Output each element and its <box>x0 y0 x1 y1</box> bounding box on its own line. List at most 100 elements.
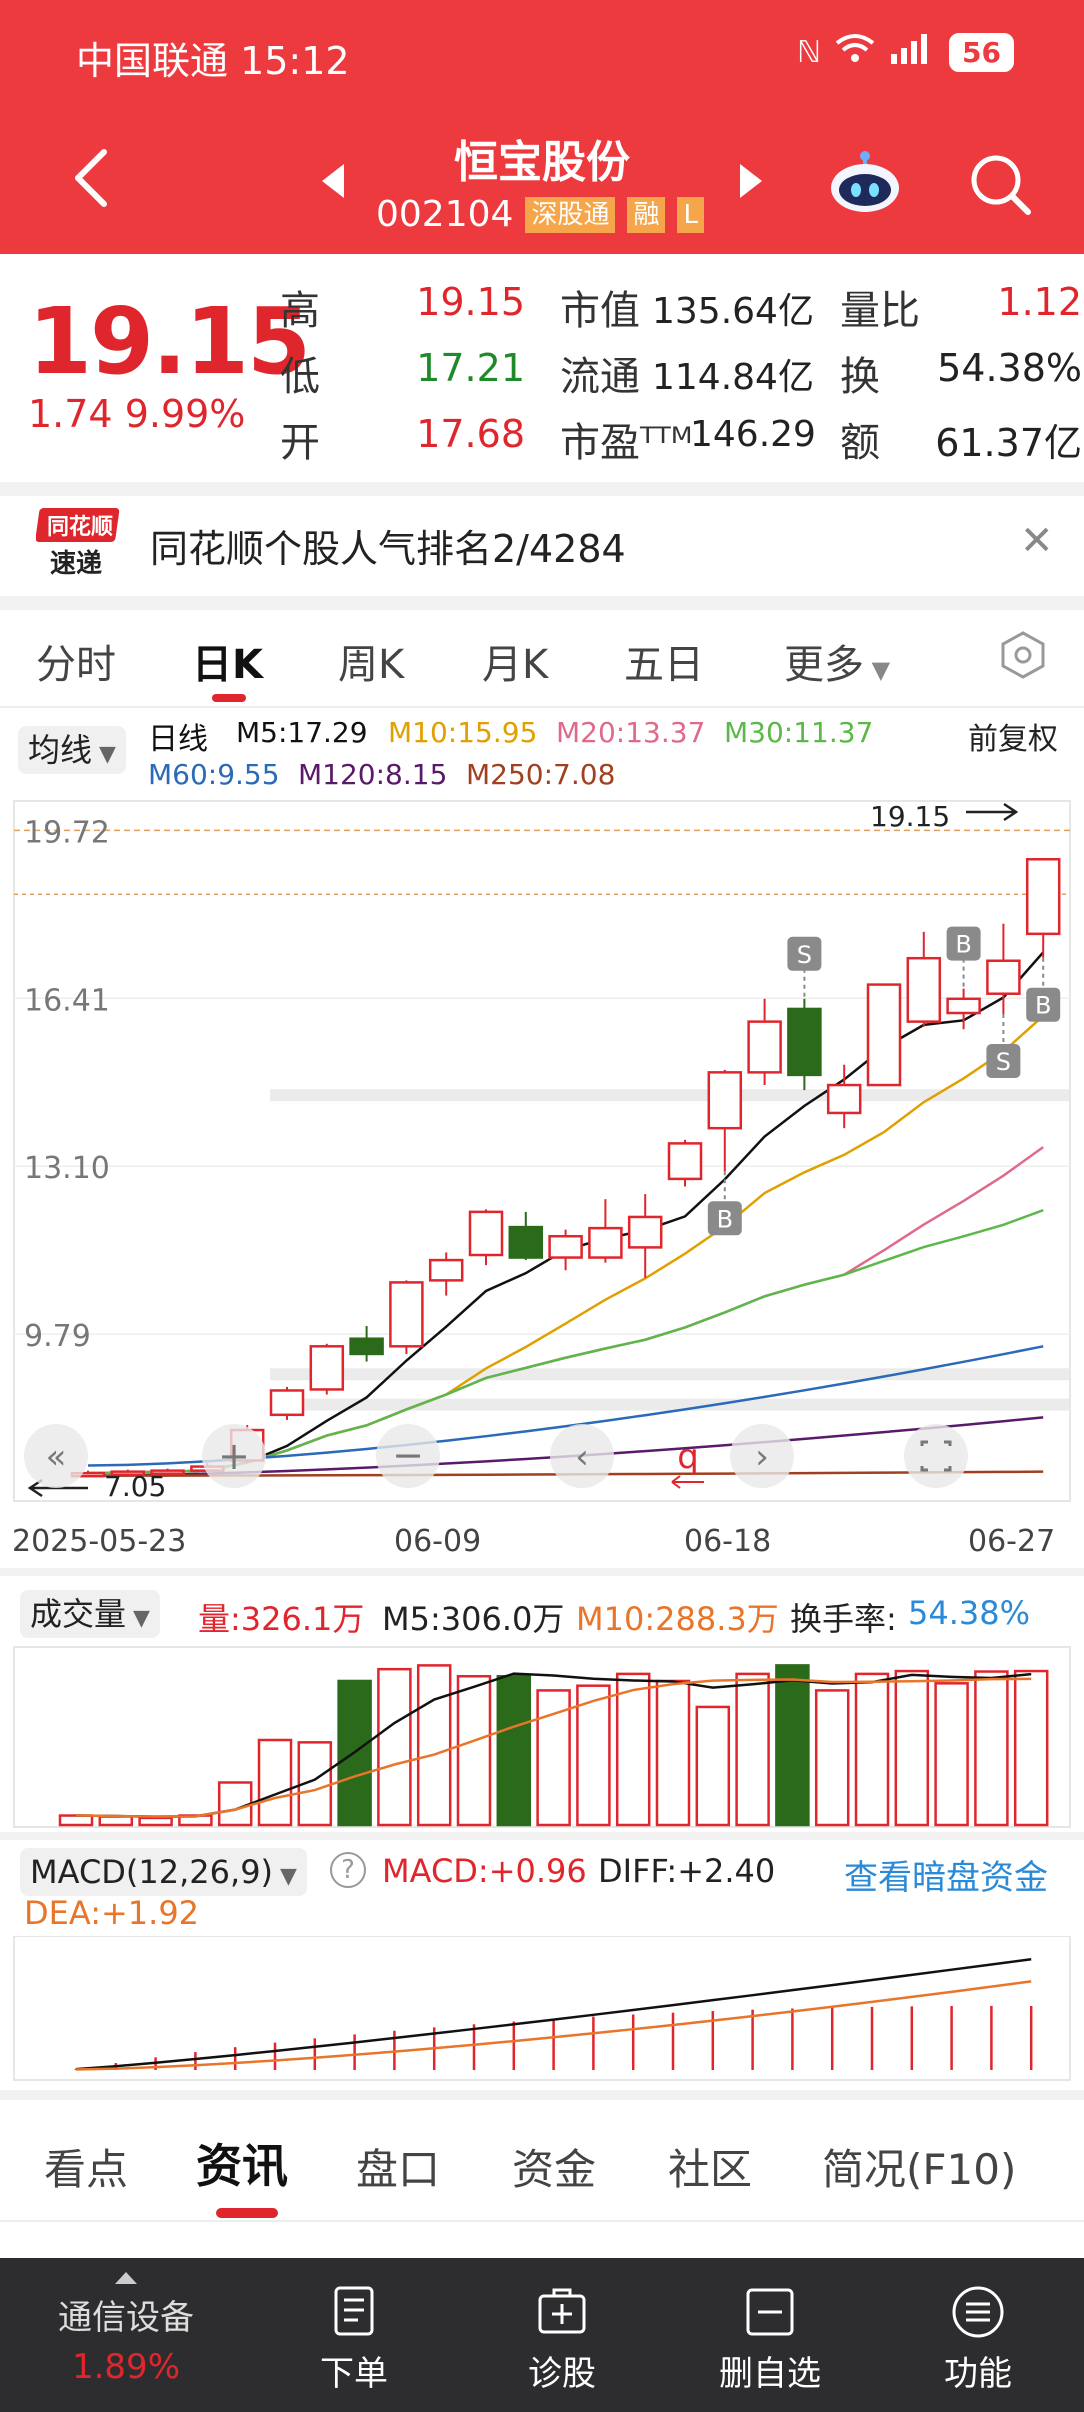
tag-hk-connect: 深股通 <box>525 196 616 233</box>
scroll-left-button[interactable]: ‹ <box>550 1424 614 1488</box>
ma-selector[interactable]: 均线 ▼ <box>18 726 126 774</box>
nav-diagnose[interactable]: 诊股 <box>482 2258 642 2395</box>
nav-remove-watchlist[interactable]: 删自选 <box>690 2258 850 2395</box>
quote-value-amount: 61.37亿 <box>935 421 1082 465</box>
bottom-navigation: 通信设备 1.89% 下单 诊股 删自选 功能 <box>0 2258 1084 2412</box>
query-button[interactable]: q <box>671 1437 704 1489</box>
scroll-right-button[interactable]: › <box>730 1424 794 1488</box>
quote-label-open: 开 <box>280 420 320 466</box>
candle-body <box>946 997 981 1015</box>
tab-daily-k[interactable]: 日K <box>192 642 263 688</box>
active-tab-indicator <box>216 2208 278 2218</box>
quote-label-pe: 市盈ᵀᵀᴹ <box>560 420 693 466</box>
divider <box>0 1568 1084 1576</box>
volume-chart <box>13 1646 1071 1828</box>
svg-text:›: › <box>755 1437 769 1477</box>
back-arrow-icon[interactable] <box>70 148 110 208</box>
fullscreen-icon[interactable] <box>904 1424 968 1488</box>
nav-label: 下单 <box>320 2354 388 2394</box>
divider <box>0 482 1084 496</box>
candle-body <box>747 1020 782 1074</box>
quote-label-amount: 额 <box>840 420 880 466</box>
quote-value-pe: 146.29 <box>690 414 816 455</box>
tab-monthly-k[interactable]: 月K <box>482 642 549 688</box>
robot-assistant-icon[interactable] <box>828 148 902 214</box>
trade-marker-label: B <box>955 931 971 959</box>
divider <box>0 2220 1084 2222</box>
arrow-left-icon <box>27 1478 88 1498</box>
divider <box>0 706 1084 708</box>
x-tick-label: 06-18 <box>684 1524 772 1559</box>
minus-square-icon <box>746 2288 794 2336</box>
dark-pool-link[interactable]: 查看暗盘资金 <box>844 1858 1048 1898</box>
svg-text:−: − <box>392 1433 424 1477</box>
medical-kit-icon <box>538 2288 586 2334</box>
zoom-out-button[interactable]: − <box>376 1424 440 1488</box>
candle-body <box>707 1071 743 1130</box>
status-icons: ℕ 56 <box>797 32 1014 72</box>
macd-selector[interactable]: MACD(12,26,9) ▼ <box>20 1848 307 1896</box>
tag-l: L <box>677 196 704 233</box>
tab-community[interactable]: 社区 <box>668 2145 753 2194</box>
turnover-value: 54.38% <box>908 1594 1031 1632</box>
turnover-label: 换手率: <box>790 1600 897 1638</box>
help-icon[interactable]: ? <box>330 1852 366 1888</box>
volume-m10: M10:288.3万 <box>576 1600 779 1638</box>
sector-button[interactable]: 通信设备 1.89% <box>26 2258 226 2387</box>
candle-body <box>588 1226 623 1259</box>
x-tick-label: 06-09 <box>394 1524 482 1559</box>
svg-text:+: + <box>218 1434 250 1478</box>
next-stock-icon[interactable] <box>738 162 764 200</box>
tab-profile-f10[interactable]: 简况(F10) <box>822 2145 1017 2194</box>
arrow-right-icon <box>966 802 1019 822</box>
ma-m250: M250:7.08 <box>466 758 616 791</box>
popularity-banner[interactable]: 同花顺 速递 同花顺个股人气排名2/4284 ✕ <box>0 496 1084 596</box>
nav-functions[interactable]: 功能 <box>898 2258 1058 2395</box>
svg-text:‹: ‹ <box>575 1437 589 1477</box>
tab-news[interactable]: 资讯 <box>196 2139 288 2193</box>
tab-highlights[interactable]: 看点 <box>44 2145 129 2194</box>
ma-m20: M20:13.37 <box>556 716 706 749</box>
candle-body <box>508 1225 544 1259</box>
volume-bar <box>416 1664 452 1827</box>
candle-body <box>548 1234 583 1259</box>
signal-icon <box>889 32 935 72</box>
tab-weekly-k[interactable]: 周K <box>338 642 405 688</box>
trade-marker <box>787 936 822 971</box>
tonghuashun-express-logo: 同花顺 速递 <box>36 508 120 579</box>
candle-body <box>866 983 902 1087</box>
volume-bar <box>854 1672 890 1827</box>
trade-marker-label: S <box>797 941 812 969</box>
tab-five-day[interactable]: 五日 <box>624 642 704 688</box>
tab-funds[interactable]: 资金 <box>512 2145 597 2194</box>
candle-body <box>627 1215 663 1249</box>
volume-ma-line <box>75 1677 1032 1818</box>
trade-marker <box>707 1201 742 1236</box>
volume-legend: 成交量 ▼ 量:326.1万 M5:306.0万 M10:288.3万 换手率:… <box>0 1590 1084 1644</box>
divider <box>0 596 1084 610</box>
settings-hexagon-icon[interactable] <box>998 630 1048 680</box>
quote-label-turnover: 换 <box>840 354 880 400</box>
zoom-in-button[interactable]: + <box>202 1424 266 1488</box>
high-price-label: 19.15 <box>870 800 950 833</box>
tab-order-book[interactable]: 盘口 <box>356 2145 441 2194</box>
adjust-mode[interactable]: 前复权 <box>968 722 1058 757</box>
close-icon[interactable]: ✕ <box>1020 518 1054 564</box>
volume-bar <box>217 1781 253 1827</box>
x-tick-label: 2025-05-23 <box>12 1524 187 1559</box>
quote-value-turnover: 54.38% <box>937 346 1082 390</box>
volume-selector[interactable]: 成交量 ▼ <box>20 1590 160 1638</box>
tab-more-label: 更多 <box>784 642 864 688</box>
volume-selector-label: 成交量 <box>30 1595 127 1633</box>
search-icon[interactable] <box>968 152 1032 216</box>
y-tick-label: 16.41 <box>24 983 110 1018</box>
candle-body <box>667 1142 703 1181</box>
nav-place-order[interactable]: 下单 <box>274 2258 434 2395</box>
volume-bar <box>576 1684 611 1827</box>
tab-intraday[interactable]: 分时 <box>36 642 116 688</box>
tab-more[interactable]: 更多 ▼ <box>784 632 890 690</box>
prev-stock-icon[interactable] <box>320 162 346 200</box>
document-icon <box>334 2286 374 2336</box>
scroll-left-fast-button[interactable]: « <box>24 1424 88 1488</box>
